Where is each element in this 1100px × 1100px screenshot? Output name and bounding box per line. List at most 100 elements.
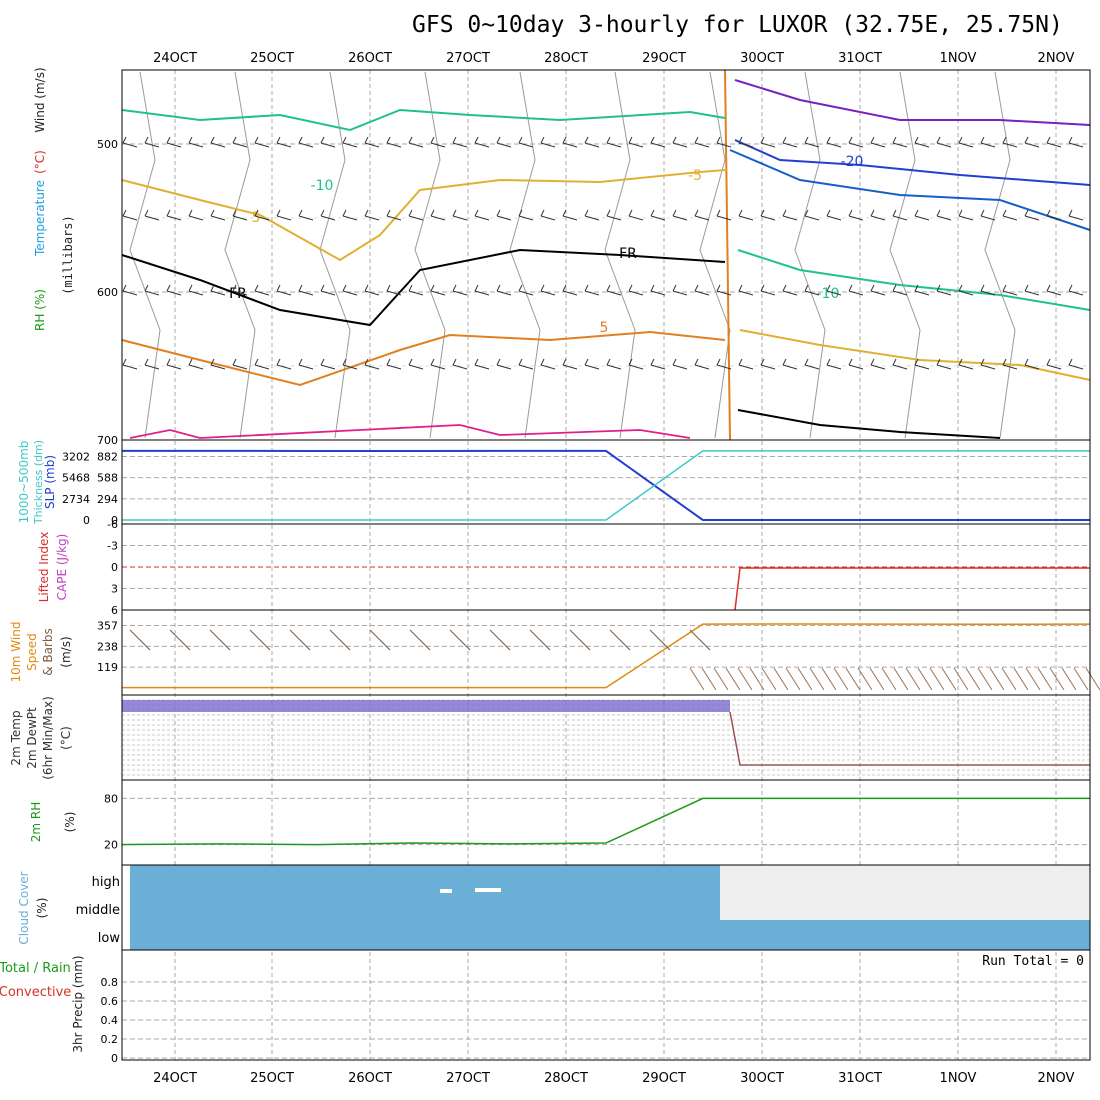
upper-wind-barb [870, 358, 886, 370]
rh-contour [129, 71, 161, 439]
upper-wind-barb [430, 209, 446, 221]
surface-wind-barb [953, 667, 969, 691]
temp-axis-label: 2m Temp [9, 710, 23, 765]
date-label-top-7: 31OCT [838, 51, 882, 66]
upper-wind-barb [914, 136, 930, 148]
upper-wind-barb [342, 358, 358, 370]
panel-precip [121, 949, 1091, 1061]
upper-wind-barb [540, 284, 556, 296]
slp-ytick: 294 [97, 493, 118, 506]
upper-wind-barb [254, 136, 270, 148]
upper-wind-barb [1024, 136, 1040, 148]
date-label-bottom-5: 29OCT [642, 1071, 686, 1086]
lifted-index-axis-label: Lifted Index [37, 532, 51, 603]
wind10m-axis-label: 10m Wind [9, 622, 23, 683]
upper-wind-barb [342, 136, 358, 148]
upper-wind-barb [584, 209, 600, 221]
upper-wind-barb [892, 358, 908, 370]
upper-wind-barb [298, 209, 314, 221]
temp-contour-10 [129, 424, 691, 439]
date-label-bottom-7: 31OCT [838, 1071, 882, 1086]
upper-wind-barb [254, 209, 270, 221]
upper-wind-barb [848, 284, 864, 296]
upper-wind-barb [540, 358, 556, 370]
upper-wind-barb [738, 284, 754, 296]
pressure-axis-label: (millibars) [61, 215, 75, 294]
upper-wind-barb [1024, 358, 1040, 370]
upper-wind-barb [606, 284, 622, 296]
upper-wind-barb [166, 136, 182, 148]
upper-wind-barb [232, 358, 248, 370]
upper-wind-barb [650, 136, 666, 148]
surface-wind-barb [965, 667, 981, 691]
upper-wind-barb [848, 136, 864, 148]
wind-ytick: 119 [97, 661, 118, 674]
surface-wind-barb [1049, 667, 1065, 691]
date-label-top-0: 24OCT [153, 51, 197, 66]
upper-wind-barb [606, 358, 622, 370]
upper-air-ytick: 700 [97, 434, 118, 447]
upper-wind-barb [122, 136, 138, 148]
upper-wind-barb [672, 284, 688, 296]
rh-contour [794, 71, 826, 439]
upper-wind-barb [914, 209, 930, 221]
upper-wind-barb [716, 136, 732, 148]
surface-wind-barb [1013, 667, 1029, 691]
surface-wind-barb [409, 629, 431, 651]
surface-wind-barb [249, 629, 271, 651]
upper-wind-barb [936, 209, 952, 221]
cloud-gap [475, 888, 501, 892]
upper-wind-barb [452, 284, 468, 296]
cloud-unit-label: (%) [35, 898, 49, 919]
temp-contour-minus20-b [729, 149, 1091, 231]
upper-wind-barb [716, 209, 732, 221]
date-label-top-8: 1NOV [940, 51, 977, 66]
upper-wind-barb [980, 284, 996, 296]
contour-label: -10 [817, 286, 840, 302]
upper-wind-barb [452, 358, 468, 370]
surface-wind-barb [1073, 667, 1089, 691]
rh2m-axis-label: 2m RH [29, 802, 43, 843]
upper-wind-barb [936, 358, 952, 370]
upper-wind-barb [804, 284, 820, 296]
surface-wind-barb [977, 667, 993, 691]
upper-wind-barb [232, 284, 248, 296]
upper-wind-barb [320, 358, 336, 370]
upper-wind-barb [782, 209, 798, 221]
upper-wind-barb [980, 358, 996, 370]
upper-wind-barb [496, 284, 512, 296]
upper-wind-barb [958, 136, 974, 148]
upper-wind-barb [386, 284, 402, 296]
upper-wind-barb [870, 209, 886, 221]
date-label-top-1: 25OCT [250, 51, 294, 66]
upper-wind-barb [386, 358, 402, 370]
upper-wind-barb [474, 136, 490, 148]
temp-contour-minus5-b [739, 329, 1091, 381]
upper-wind-barb [298, 358, 314, 370]
surface-wind-barb [689, 629, 711, 651]
contour-label: 5 [252, 210, 261, 226]
upper-wind-barb [628, 136, 644, 148]
upper-wind-barb [518, 358, 534, 370]
upper-wind-barb [584, 358, 600, 370]
upper-wind-barb [254, 358, 270, 370]
thickness-axis-label: 1000~500mb [17, 441, 31, 524]
upper-wind-barb [144, 358, 160, 370]
upper-wind-barb [1024, 209, 1040, 221]
upper-wind-barb [914, 358, 930, 370]
temp-contour-minus10 [121, 108, 726, 132]
date-label-top-6: 30OCT [740, 51, 784, 66]
surface-wind-barb [1061, 667, 1077, 691]
rh-contour [889, 71, 921, 439]
upper-wind-barb [892, 284, 908, 296]
upper-wind-barb [144, 284, 160, 296]
upper-wind-barb [760, 358, 776, 370]
surface-wind-barb [905, 667, 921, 691]
rh-contour [699, 71, 731, 439]
surface-wind-barb [1001, 667, 1017, 691]
panel-rh [121, 779, 1091, 866]
upper-wind-barb [672, 209, 688, 221]
upper-wind-barb [628, 284, 644, 296]
upper-wind-barb [1002, 284, 1018, 296]
